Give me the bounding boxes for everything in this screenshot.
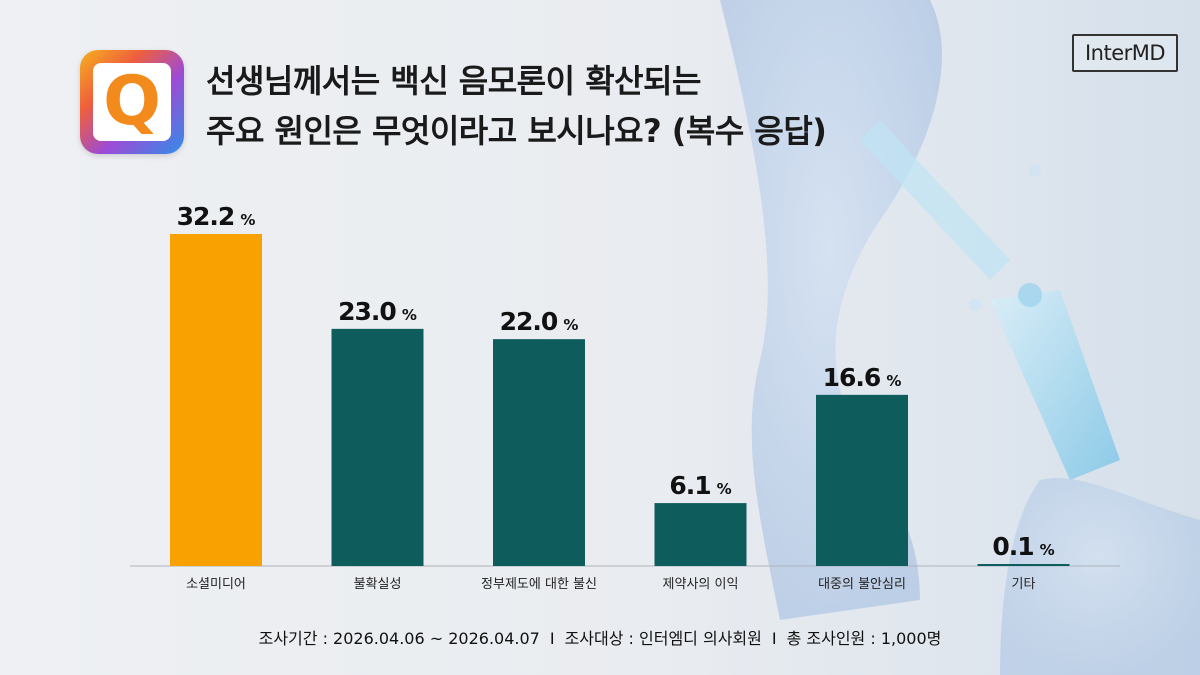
question-logo: Q [80,50,184,154]
footer-separator: I [549,629,555,648]
value-label-3: 22.0% [500,307,579,336]
title-line-1: 선생님께서는 백신 음모론이 확산되는 [206,62,701,100]
category-label-5: 대중의 불안심리 [818,577,906,592]
category-label-1: 소셜미디어 [186,577,246,592]
bar-5 [816,394,908,566]
survey-period: 조사기간 : 2026.04.06 ~ 2026.04.07 [258,629,540,648]
bar-3 [493,339,585,566]
value-label-6: 0.1% [992,532,1054,561]
bar-2 [331,328,424,566]
survey-footer: 조사기간 : 2026.04.06 ~ 2026.04.07 I 조사대상 : 인터… [0,625,1200,649]
value-label-2: 23.0% [338,297,417,326]
footer-separator: I [771,629,777,648]
title-line-2: 주요 원인은 무엇이라고 보시나요? (복수 응답) [206,112,827,150]
brand-logo: InterMD [1072,34,1178,72]
category-label-2: 불확실성 [354,577,402,592]
page-title: 선생님께서는 백신 음모론이 확산되는 주요 원인은 무엇이라고 보시나요? (… [206,56,1006,156]
value-label-1: 32.2% [177,202,256,231]
category-label-6: 기타 [1012,577,1036,592]
bar-1 [170,234,262,566]
survey-total: 총 조사인원 : 1,000명 [786,629,942,648]
category-label-3: 정부제도에 대한 불신 [481,577,597,592]
bar-6 [977,564,1070,566]
category-label-4: 제약사의 이익 [663,577,739,592]
logo-letter: Q [103,62,161,141]
bar-4 [654,503,747,566]
survey-target: 조사대상 : 인터엠디 의사회원 [564,629,762,648]
value-label-5: 16.6% [823,363,902,392]
value-label-4: 6.1% [669,471,731,500]
